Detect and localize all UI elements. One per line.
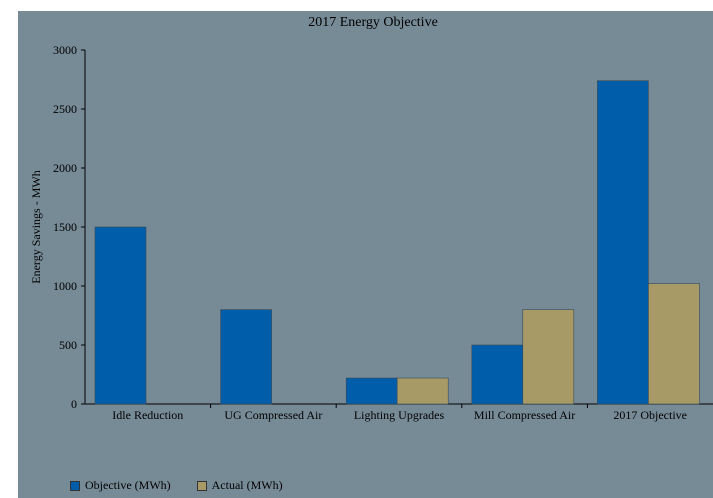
- x-tick-label: 2017 Objective: [613, 408, 687, 422]
- x-tick-label: Idle Reduction: [112, 408, 183, 422]
- legend-label-objective: Objective (MWh): [85, 478, 171, 492]
- legend-item-objective[interactable]: Objective (MWh): [70, 478, 171, 493]
- y-tick-label: 3000: [53, 43, 77, 57]
- y-axis-label: Energy Savings - MWh: [29, 170, 43, 283]
- bar-objective: [345, 377, 398, 405]
- bar-objective: [220, 309, 272, 405]
- x-tick-label: UG Compressed Air: [224, 408, 322, 422]
- y-tick-label: 500: [59, 338, 77, 352]
- y-tick-label: 0: [71, 397, 77, 411]
- legend: Objective (MWh) Actual (MWh): [70, 478, 283, 493]
- legend-label-actual: Actual (MWh): [211, 478, 283, 492]
- y-tick-label: 1500: [53, 220, 77, 234]
- chart-title: 2017 Energy Objective: [308, 15, 438, 30]
- bar-actual: [648, 283, 700, 405]
- legend-swatch-actual: [196, 480, 207, 491]
- y-tick-label: 1000: [53, 279, 77, 293]
- y-tick-label: 2000: [53, 161, 77, 175]
- bar-actual: [522, 309, 575, 405]
- bar-actual: [396, 377, 449, 405]
- legend-item-actual[interactable]: Actual (MWh): [196, 478, 283, 493]
- x-tick-label: Mill Compressed Air: [474, 408, 575, 422]
- y-tick-label: 2500: [53, 102, 77, 116]
- bar-objective: [94, 226, 147, 405]
- bar-objective: [471, 344, 524, 405]
- bar-objective: [597, 80, 649, 405]
- x-tick-label: Lighting Upgrades: [354, 408, 445, 422]
- legend-swatch-objective: [70, 480, 80, 491]
